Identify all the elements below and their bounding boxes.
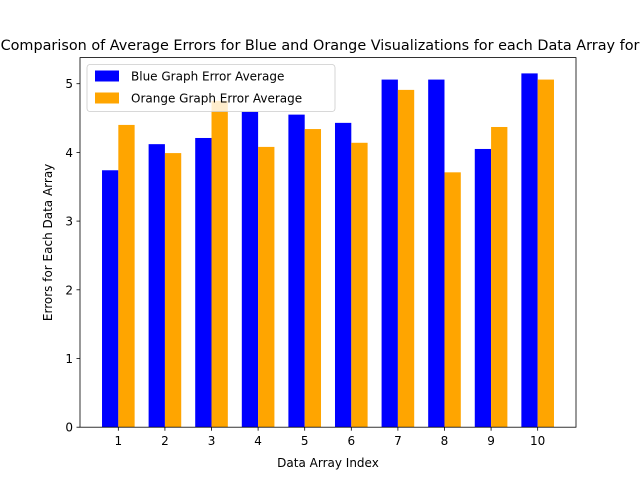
bar-orange-7 [397,89,415,428]
bar-blue-4 [241,111,259,428]
y-tick-label: 4 [65,146,73,160]
bar-orange-9 [491,126,508,428]
y-tick-label: 3 [65,215,73,229]
bar-orange-4 [258,146,275,428]
x-tick-label: 6 [347,434,355,448]
legend-box [86,64,336,112]
x-tick-label: 10 [530,434,545,448]
bars [102,73,554,428]
bar-orange-10 [537,79,554,428]
x-tick-label: 4 [254,434,262,448]
bar-blue-10 [521,73,538,428]
y-tick-label: 5 [65,77,73,91]
bar-orange-2 [164,153,182,428]
legend-label-blue: Blue Graph Error Average [131,70,284,84]
legend: Blue Graph Error Average Orange Graph Er… [86,64,336,112]
bar-blue-9 [474,148,492,428]
x-tick-label: 3 [208,434,216,448]
x-tick-label: 7 [394,434,402,448]
x-tick-label: 5 [301,434,309,448]
y-axis-label: Errors for Each Data Array [41,164,55,321]
bar-orange-5 [304,129,322,428]
y-tick-label: 2 [65,283,73,297]
legend-swatch-blue [95,70,119,82]
x-axis-label: Data Array Index [277,456,379,470]
bar-blue-3 [195,137,212,428]
bar-orange-1 [118,124,135,428]
y-tick-label: 1 [65,352,73,366]
x-tick-label: 1 [115,434,123,448]
y-tick-label: 0 [65,421,73,435]
bar-blue-2 [148,144,165,428]
bar-blue-1 [102,170,119,428]
bar-orange-3 [211,100,228,428]
x-axis-ticks: 1 2 3 4 5 6 7 8 9 10 [115,427,545,448]
bar-orange-6 [351,142,368,428]
x-tick-label: 8 [441,434,449,448]
bar-blue-7 [381,79,398,428]
bar-blue-5 [288,114,305,428]
bar-orange-8 [444,172,461,428]
y-axis-ticks: 0 1 2 3 4 5 [65,77,80,435]
bar-blue-6 [334,122,352,428]
bar-blue-8 [428,79,445,428]
x-tick-label: 9 [487,434,495,448]
legend-swatch-orange [95,92,119,104]
plot-frame [79,57,577,428]
chart-title: Comparison of Average Errors for Blue an… [1,38,640,54]
x-tick-label: 2 [161,434,169,448]
legend-label-orange: Orange Graph Error Average [131,92,302,106]
